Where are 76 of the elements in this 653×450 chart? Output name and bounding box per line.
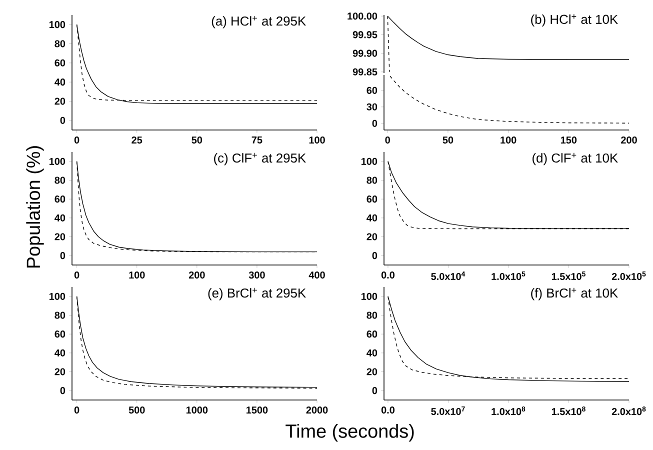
x-tick-label: 1.5x10$^{5}$ (552, 272, 586, 280)
x-tick-label: 5.0x10$^{7}$ (431, 406, 465, 416)
y-tick-label: 100 (49, 292, 66, 300)
y-tick-label: 20 (366, 368, 378, 376)
y-tick-label: 100.00 (348, 12, 378, 20)
chart-title: (e) BrCl$^{+}$ at 295K (208, 288, 306, 300)
x-tick-label: 50 (442, 136, 454, 144)
y-tick-label: 30 (366, 103, 378, 110)
y-tick-label: 60 (54, 330, 66, 338)
y-tick-label: 20 (54, 368, 66, 376)
x-tick-label: 100 (309, 136, 325, 144)
x-tick-label: 100 (129, 272, 145, 279)
y-tick-label: 100 (49, 21, 66, 28)
y-tick-label: 100 (361, 158, 378, 165)
y-tick-label: 20 (54, 98, 66, 105)
x-tick-label: 2.0x10$^{5}$ (612, 272, 646, 280)
x-tick-label: 50 (192, 136, 202, 144)
line-series (390, 76, 630, 124)
x-tick-label: 1000 (186, 406, 208, 414)
y-tick-label: 100 (49, 158, 66, 165)
x-tick-label: 0 (74, 136, 80, 144)
chart-title: (a) HCl$^{+}$ at 295K (212, 16, 306, 28)
x-tick-label: 0 (385, 136, 390, 144)
x-tick-label: 0 (74, 272, 80, 279)
chart-title: (b) HCl$^{+}$ at 10K (531, 14, 618, 27)
x-tick-label: 1.0x10$^{8}$ (492, 406, 526, 416)
x-tick-label: 0.0 (381, 406, 395, 414)
y-tick-label: 0 (372, 120, 378, 127)
y-tick-label: 0 (372, 387, 378, 394)
x-tick-label: 500 (128, 406, 145, 414)
x-tick-label: 5.0x10$^{4}$ (431, 272, 466, 280)
chart-title: (d) ClF$^{+}$ at 10K (532, 152, 618, 166)
x-tick-label: 2.0x10$^{8}$ (612, 406, 646, 416)
x-tick-label: 2000 (306, 406, 328, 414)
y-tick-label: 60 (366, 196, 378, 203)
x-axis-title: Time (seconds) (286, 424, 414, 442)
x-tick-label: 1.5x10$^{8}$ (552, 406, 586, 416)
y-tick-label: 20 (54, 233, 66, 240)
y-tick-label: 80 (54, 176, 66, 184)
y-tick-label: 80 (366, 312, 378, 319)
y-tick-label: 40 (366, 214, 378, 222)
y-tick-label: 80 (54, 312, 66, 319)
x-tick-label: 200 (188, 272, 205, 279)
x-tick-label: 75 (252, 136, 262, 144)
chart-title: (f) BrCl$^{+}$ at 10K (531, 288, 618, 300)
x-tick-label: 0 (74, 406, 80, 414)
y-tick-label: 100 (361, 292, 378, 300)
x-tick-label: 150 (560, 136, 577, 144)
x-tick-label: 1500 (246, 406, 268, 414)
y-tick-label: 0 (60, 252, 66, 260)
y-tick-label: 60 (54, 59, 66, 66)
x-tick-label: 400 (308, 272, 325, 279)
x-tick-label: 1.0x10$^{5}$ (492, 272, 526, 280)
y-tick-label: 40 (366, 349, 378, 356)
y-tick-label: 80 (54, 40, 66, 48)
y-tick-label: 20 (366, 233, 378, 240)
y-tick-label: 99.95 (352, 31, 378, 38)
y-tick-label: 99.85 (352, 68, 378, 76)
y-tick-label: 60 (366, 330, 378, 338)
y-tick-label: 0 (60, 387, 66, 394)
x-tick-label: 25 (132, 136, 142, 144)
x-tick-label: 300 (248, 272, 265, 279)
y-tick-label: 40 (54, 214, 66, 222)
y-tick-label: 0 (372, 252, 378, 260)
chart-title: (c) ClF$^{+}$ at 295K (214, 152, 306, 166)
y-tick-label: 99.90 (352, 50, 378, 57)
y-tick-label: 80 (366, 176, 378, 184)
y-tick-label: 60 (366, 86, 378, 94)
y-axis-title: Population (%) (26, 146, 44, 268)
x-tick-label: 200 (621, 136, 637, 144)
y-tick-label: 40 (54, 349, 66, 356)
y-tick-label: 60 (54, 196, 66, 203)
y-tick-label: 40 (54, 78, 66, 86)
x-tick-label: 100 (500, 136, 516, 144)
y-tick-label: 0 (60, 116, 66, 124)
x-tick-label: 0.0 (381, 272, 395, 279)
